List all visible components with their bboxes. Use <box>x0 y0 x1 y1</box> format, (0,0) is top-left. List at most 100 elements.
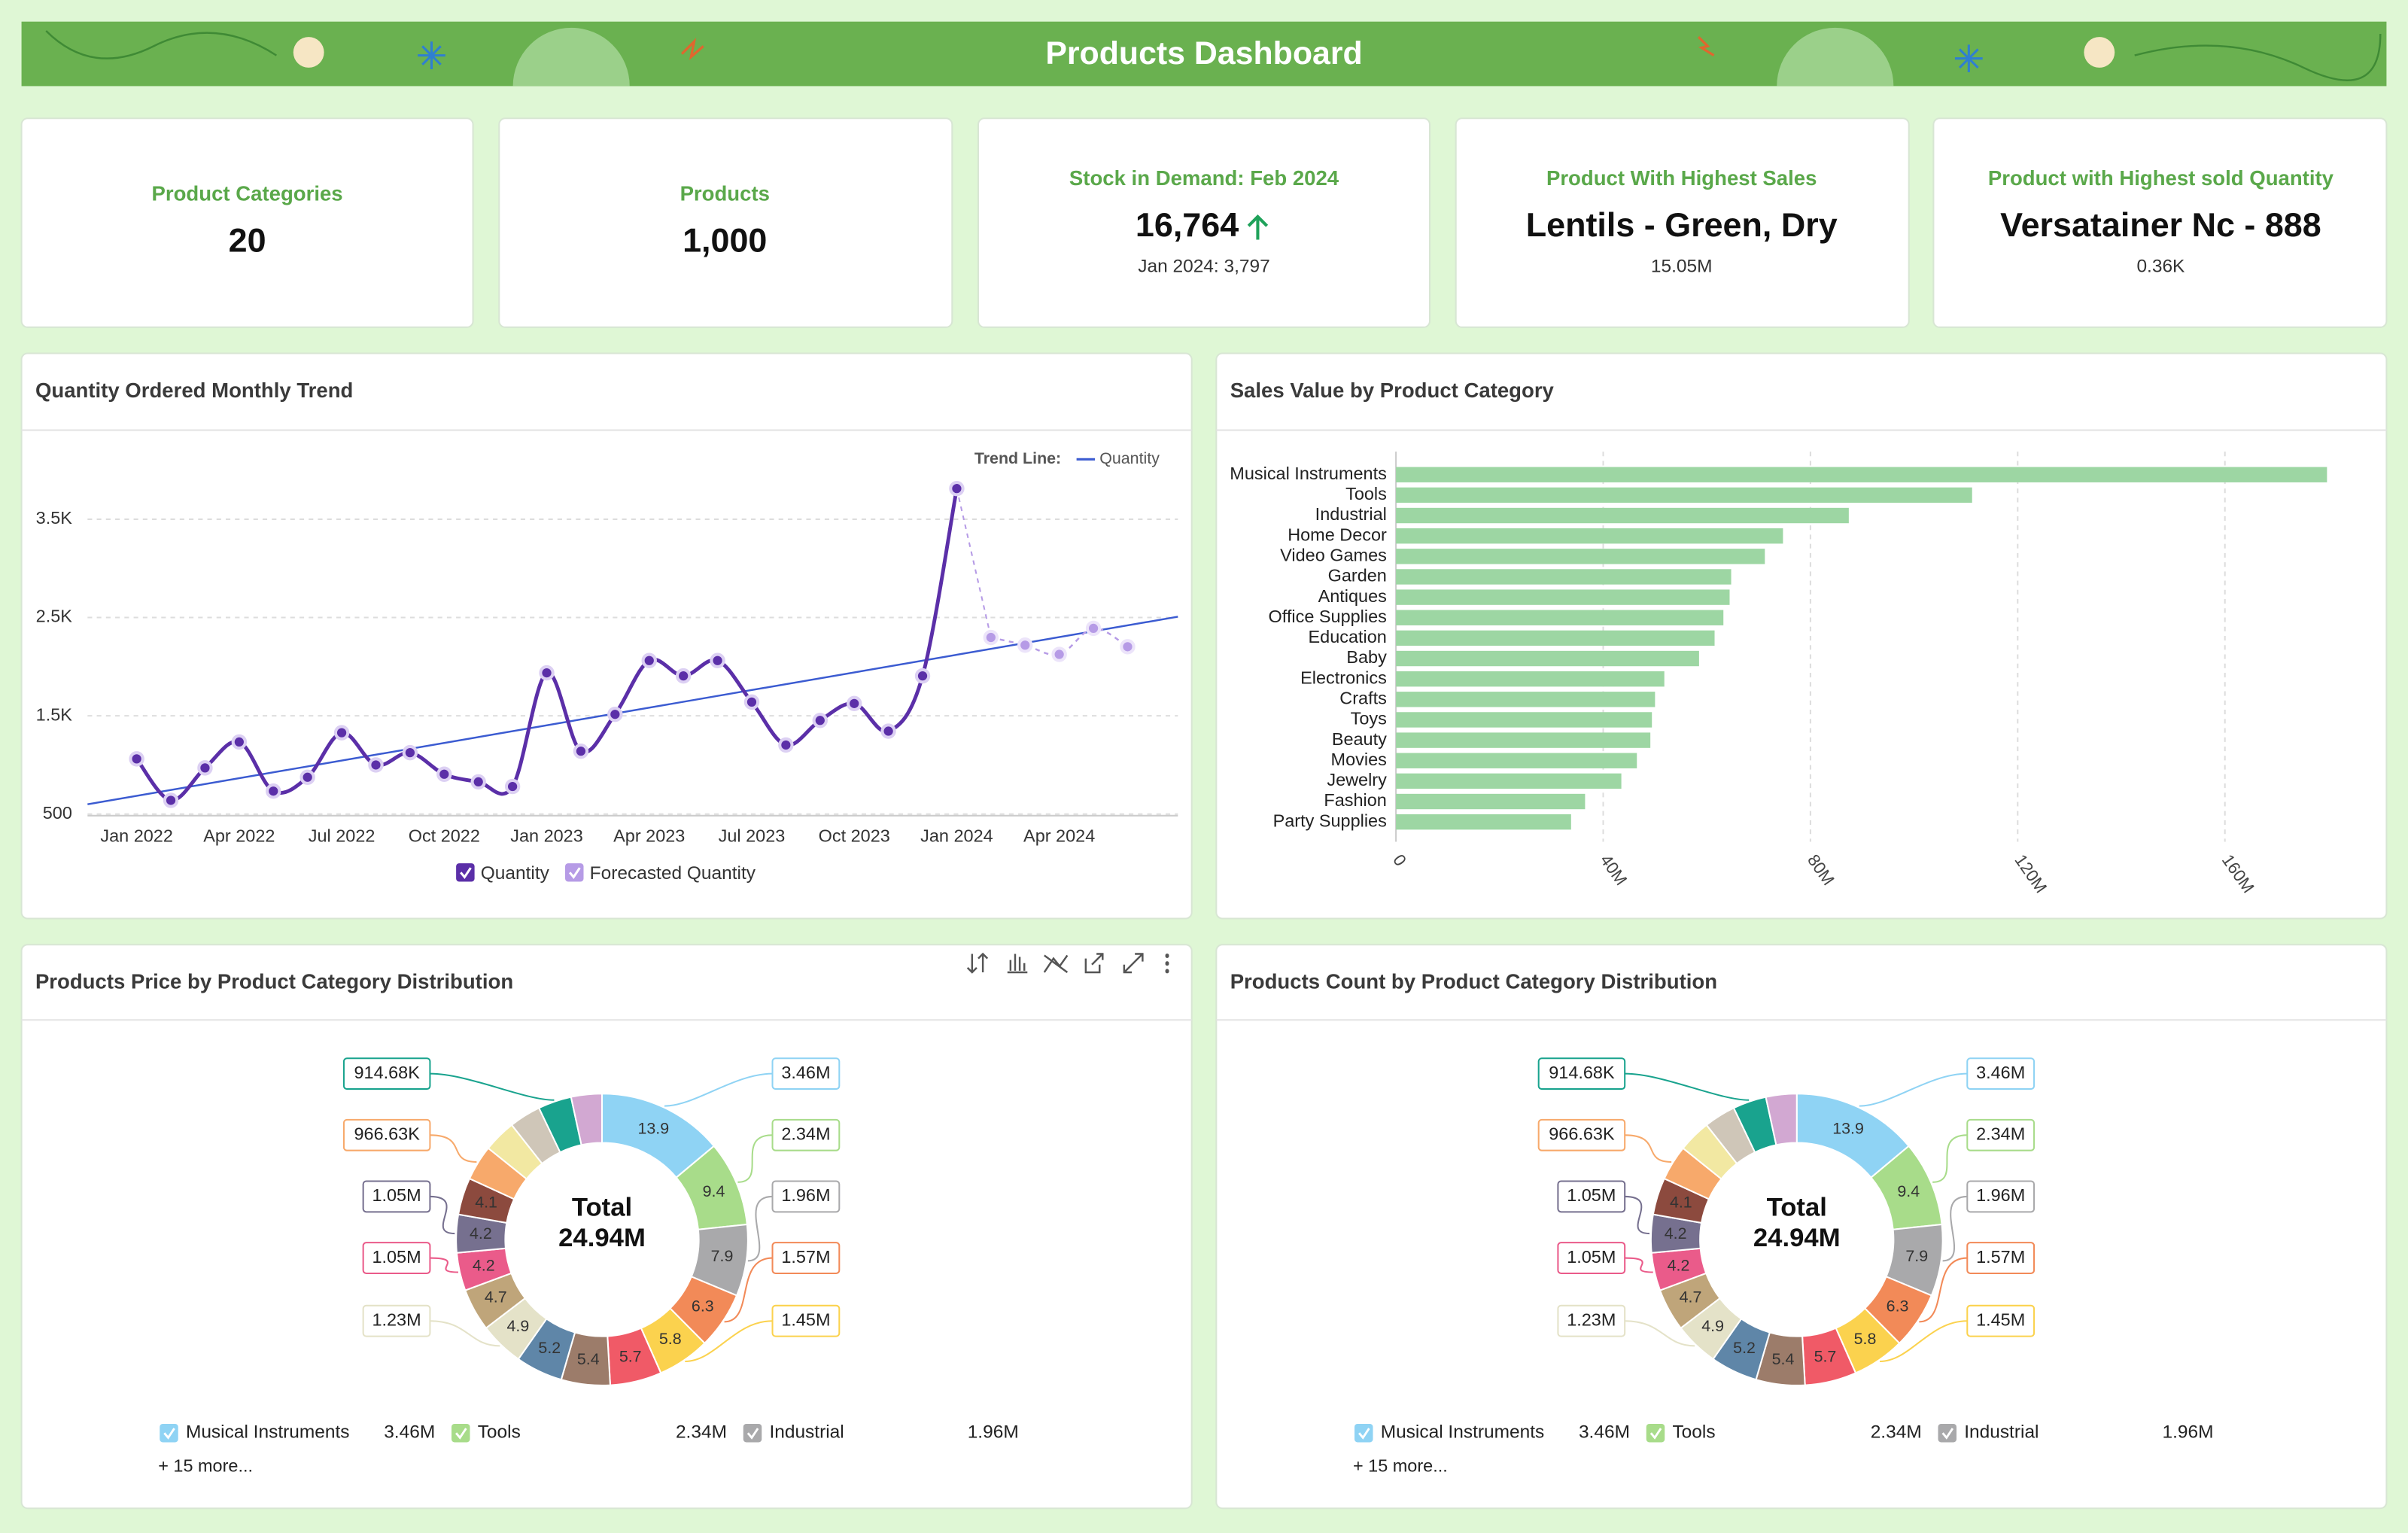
legend-amount: 3.46M <box>384 1422 435 1443</box>
callout-leader <box>430 1195 455 1235</box>
kpi-card <box>1455 117 1910 328</box>
header-decoration <box>2084 37 2115 68</box>
y-tick-label: Fashion <box>1324 790 1386 810</box>
kpi-note: 15.05M <box>1651 257 1713 277</box>
legend-label: Musical Instruments <box>186 1422 350 1443</box>
legend-swatch <box>160 1423 178 1443</box>
callout-label: 1.45M <box>1976 1309 2025 1329</box>
panel <box>1215 352 2388 920</box>
callout-box <box>1537 1118 1626 1151</box>
callout-label: 914.68K <box>1549 1063 1615 1082</box>
point <box>266 783 281 799</box>
callout-leader <box>724 1257 773 1323</box>
callout-leader <box>1880 1320 1968 1362</box>
callout-box <box>771 1304 841 1337</box>
y-tick-label: Garden <box>1328 566 1387 586</box>
y-tick-label: 500 <box>43 803 72 823</box>
callout-leader <box>1625 1257 1653 1273</box>
header-band <box>21 21 2387 87</box>
point <box>504 778 521 795</box>
callout-leader <box>430 1072 555 1101</box>
open-button[interactable] <box>1084 953 1104 974</box>
slice-label: 7.9 <box>1905 1247 1928 1265</box>
legend-swatch <box>743 1423 762 1443</box>
bar <box>1396 507 1849 524</box>
point <box>368 757 384 773</box>
expand-button[interactable] <box>1123 953 1144 974</box>
callout-box <box>1557 1304 1626 1337</box>
bar <box>1396 569 1732 585</box>
y-tick-label: 2.5K <box>36 607 73 626</box>
callout-label: 1.05M <box>372 1185 421 1205</box>
callout-leader <box>430 1134 477 1163</box>
slice-label: 4.7 <box>485 1288 507 1306</box>
callout-leader <box>430 1320 500 1347</box>
callout-label: 966.63K <box>1549 1124 1615 1143</box>
kpi-label: Product Categories <box>152 182 343 205</box>
panel <box>20 352 1193 920</box>
callout-label: 1.05M <box>1567 1185 1616 1205</box>
legend-amount: 2.34M <box>1871 1422 1922 1443</box>
slice-label: 5.8 <box>659 1330 682 1348</box>
center-label: Total <box>1767 1193 1827 1221</box>
callout-leader <box>747 1195 773 1262</box>
callout-leader <box>737 1134 773 1183</box>
sort-button[interactable] <box>966 952 989 974</box>
legend-amount: 3.46M <box>1579 1422 1630 1443</box>
callout-box <box>771 1057 841 1090</box>
callout-label: 2.34M <box>1976 1124 2025 1143</box>
point <box>914 668 931 684</box>
point <box>1017 637 1033 653</box>
callout-label: 914.68K <box>354 1063 420 1082</box>
kpi-label: Stock in Demand: Feb 2024 <box>1069 166 1339 190</box>
kpi-value: 1,000 <box>683 221 767 259</box>
y-tick-label: Musical Instruments <box>1230 464 1387 483</box>
y-tick-label: Party Supplies <box>1273 811 1387 830</box>
callout-box <box>1966 1057 2036 1090</box>
callout-box <box>1557 1242 1626 1274</box>
legend-check <box>1649 1428 1662 1440</box>
panel <box>20 944 1193 1510</box>
slice-label: 5.7 <box>619 1347 642 1365</box>
slice-label: 5.4 <box>1772 1350 1795 1368</box>
point <box>949 480 965 497</box>
panel <box>1215 944 2388 1510</box>
forecast-connector <box>956 488 992 638</box>
explore-button[interactable] <box>1043 954 1069 973</box>
slice-label: 5.4 <box>577 1350 600 1368</box>
bar <box>1396 630 1715 646</box>
y-tick-label: Electronics <box>1300 668 1387 687</box>
bar <box>1396 814 1571 830</box>
y-tick-label: Industrial <box>1315 504 1387 524</box>
kpi-value: 20 <box>229 221 266 259</box>
legend-amount: 1.96M <box>968 1422 1019 1443</box>
point <box>778 737 794 753</box>
header-decoration <box>680 38 704 61</box>
bar <box>1396 467 2327 482</box>
legend-check <box>460 867 472 879</box>
slice-label: 6.3 <box>692 1297 714 1316</box>
callout-label: 1.96M <box>1976 1185 2025 1205</box>
slice-label: 4.1 <box>1670 1194 1692 1212</box>
callout-box <box>1966 1304 2036 1337</box>
bar <box>1396 610 1724 625</box>
callout-box <box>342 1118 431 1151</box>
slice-label: 4.2 <box>1668 1256 1690 1274</box>
kpi-label: Products <box>680 182 770 205</box>
kpi-note: 0.36K <box>2136 257 2185 277</box>
slice-label: 9.4 <box>703 1182 725 1200</box>
slice-label: 4.2 <box>470 1224 492 1243</box>
callout-label: 1.23M <box>372 1309 421 1329</box>
legend-label: Forecasted Quantity <box>590 863 756 884</box>
legend-label: Musical Instruments <box>1381 1422 1545 1443</box>
callout-label: 1.45M <box>781 1309 830 1329</box>
slice-label: 5.2 <box>538 1339 561 1357</box>
callout-box <box>771 1180 841 1213</box>
callout-leader <box>685 1320 773 1362</box>
kpi-note: Jan 2024: 3,797 <box>1138 257 1270 277</box>
header-decoration <box>1954 44 1983 73</box>
slice-label: 13.9 <box>637 1120 669 1138</box>
kpi-card <box>498 117 953 328</box>
slice-label: 4.2 <box>1665 1224 1687 1243</box>
chart-type-button[interactable] <box>1007 954 1028 974</box>
